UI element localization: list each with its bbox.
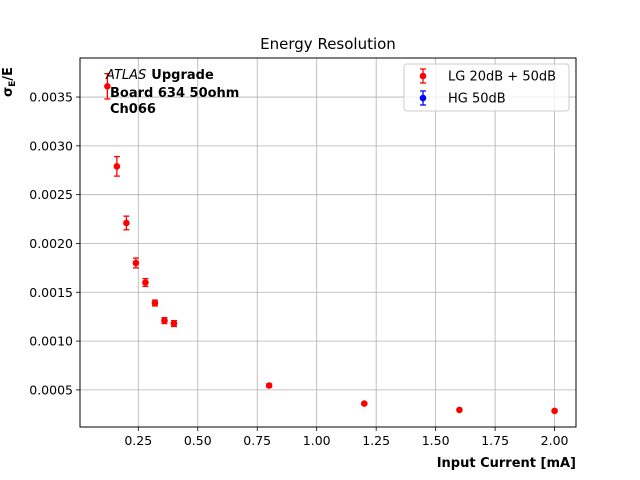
y-axis-ticks: 0.0005 0.0010 0.0015 0.0020 0.0025 0.0030 0.00…	[29, 90, 80, 397]
data-point	[123, 219, 130, 227]
legend-box	[403, 63, 570, 112]
y-axis-label-subscript: E	[8, 81, 18, 87]
y-tick-label: 0.0005	[29, 382, 73, 397]
data-points	[104, 72, 558, 415]
x-tick-label: 1.50	[422, 433, 450, 448]
x-tick-label: 1.25	[362, 433, 390, 448]
y-axis-label: σE/E	[1, 67, 18, 97]
data-point	[170, 320, 178, 327]
data-point	[104, 83, 111, 90]
series-1	[104, 72, 558, 415]
y-tick-label: 0.0035	[29, 90, 73, 105]
y-tick-label: 0.0010	[29, 334, 73, 349]
annotation-upgrade: Upgrade	[151, 68, 214, 83]
data-point	[360, 400, 368, 407]
data-point	[551, 407, 558, 415]
data-point	[265, 382, 273, 389]
y-tick-label: 0.0030	[29, 138, 73, 153]
data-point	[151, 299, 159, 307]
x-axis-label: Input Current [mA]	[437, 456, 576, 471]
legend: LG 20dB + 50dB HG 50dB	[403, 63, 570, 112]
plot-frame	[79, 57, 577, 428]
y-axis-label-tail: /E	[1, 67, 16, 81]
legend-label: LG 20dB + 50dB	[448, 70, 556, 85]
legend-label: HG 50dB	[448, 92, 506, 107]
y-axis-label-sigma: σ	[1, 87, 16, 97]
x-tick-label: 0.75	[243, 433, 271, 448]
legend-marker	[419, 94, 427, 102]
annotation-board: Board 634 50ohm	[110, 86, 239, 101]
chart-title: Energy Resolution	[260, 35, 396, 53]
x-axis-ticks: 0.25 0.50 0.75 1.00 1.25 1.50 1.75 2.00	[124, 427, 569, 448]
x-tick-label: 0.50	[184, 433, 212, 448]
legend-marker	[419, 72, 427, 80]
annotation-atlas: ATLAS	[105, 68, 146, 83]
annotation-channel: Ch066	[110, 102, 156, 117]
data-point	[132, 259, 140, 267]
data-point	[456, 406, 463, 414]
x-tick-label: 2.00	[541, 433, 569, 448]
atlas-annotation: ATLAS Upgrade Board 634 50ohm Ch066	[105, 68, 239, 117]
y-tick-label: 0.0020	[29, 236, 73, 251]
x-tick-label: 1.75	[481, 433, 509, 448]
data-point	[161, 317, 168, 324]
y-tick-label: 0.0025	[29, 187, 73, 202]
y-tick-label: 0.0015	[29, 285, 73, 300]
x-tick-label: 0.25	[124, 433, 152, 448]
x-tick-label: 1.00	[303, 433, 331, 448]
data-point	[113, 163, 121, 170]
data-point	[142, 279, 149, 286]
grid	[80, 58, 576, 427]
